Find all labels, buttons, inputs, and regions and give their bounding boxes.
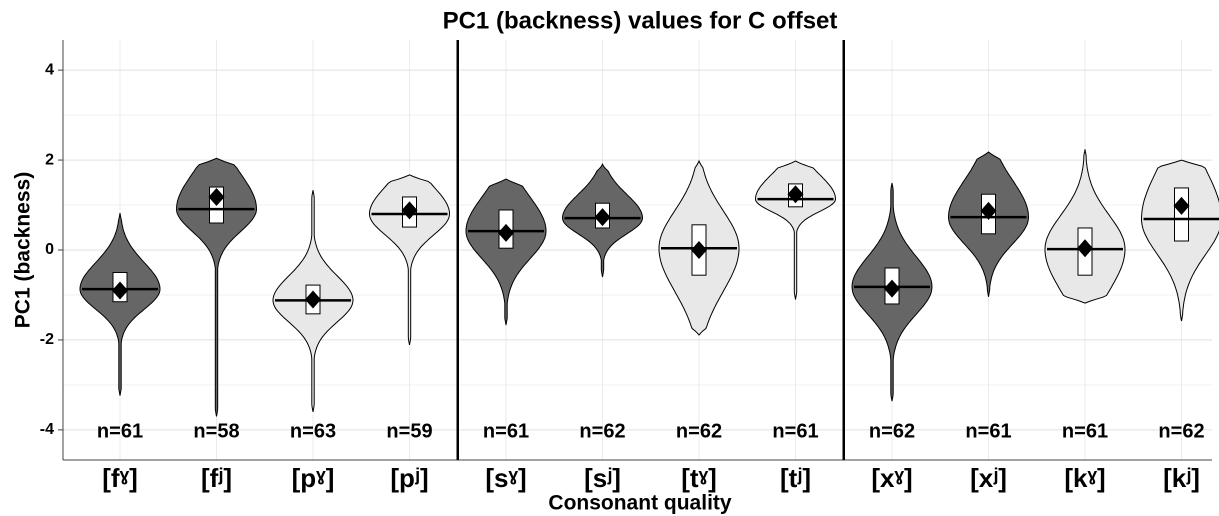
violin [1044, 149, 1126, 304]
x-tick-label: [sʲ] [584, 463, 621, 493]
mean-marker [1173, 196, 1190, 215]
n-label: n=59 [386, 420, 432, 442]
x-tick-label: [tʲ] [780, 463, 811, 493]
n-label: n=61 [97, 420, 143, 442]
violin [465, 178, 547, 326]
violin [79, 213, 161, 396]
mean-marker [112, 281, 128, 300]
y-axis-label: PC1 (backness) [12, 172, 35, 328]
n-label: n=61 [483, 420, 529, 442]
x-axis-label: Consonant quality [548, 492, 731, 515]
mean-marker [1077, 239, 1093, 258]
x-tick-label: [pˠ] [292, 463, 335, 493]
n-label: n=61 [772, 420, 818, 442]
violin [368, 174, 451, 345]
mean-marker [498, 223, 514, 242]
n-label: n=62 [1158, 420, 1204, 442]
n-label: n=61 [1062, 420, 1108, 442]
n-label: n=61 [965, 420, 1011, 442]
n-label: n=62 [579, 420, 625, 442]
x-tick-label: [xˠ] [871, 463, 912, 493]
n-label: n=62 [676, 420, 722, 442]
chart-title: PC1 (backness) values for C offset [443, 7, 838, 34]
n-label: n=63 [290, 420, 336, 442]
mean-marker [980, 201, 997, 220]
y-tick-label: 2 [45, 151, 54, 168]
y-tick-label: -2 [40, 331, 54, 348]
mean-marker [594, 208, 611, 227]
violin [175, 157, 258, 417]
n-label: n=62 [869, 420, 915, 442]
n-label: n=58 [193, 420, 239, 442]
x-tick-label: [kˠ] [1064, 463, 1105, 493]
mean-marker [787, 185, 804, 204]
mean-marker [208, 187, 225, 206]
y-tick-label: 0 [45, 241, 54, 258]
mean-marker [884, 279, 900, 298]
x-tick-label: [fˠ] [102, 463, 137, 493]
violin [754, 160, 837, 300]
x-tick-label: [tˠ] [681, 463, 716, 493]
mean-marker [305, 290, 321, 309]
x-tick-label: [sˠ] [485, 463, 526, 493]
mean-marker [691, 241, 707, 259]
y-tick-label: 4 [45, 61, 54, 78]
mean-marker [401, 201, 418, 220]
x-tick-label: [kʲ] [1163, 463, 1200, 493]
x-tick-label: [xʲ] [970, 463, 1007, 493]
y-tick-label: -4 [40, 421, 54, 438]
x-tick-label: [pʲ] [390, 463, 428, 493]
x-tick-label: [fʲ] [201, 463, 232, 493]
